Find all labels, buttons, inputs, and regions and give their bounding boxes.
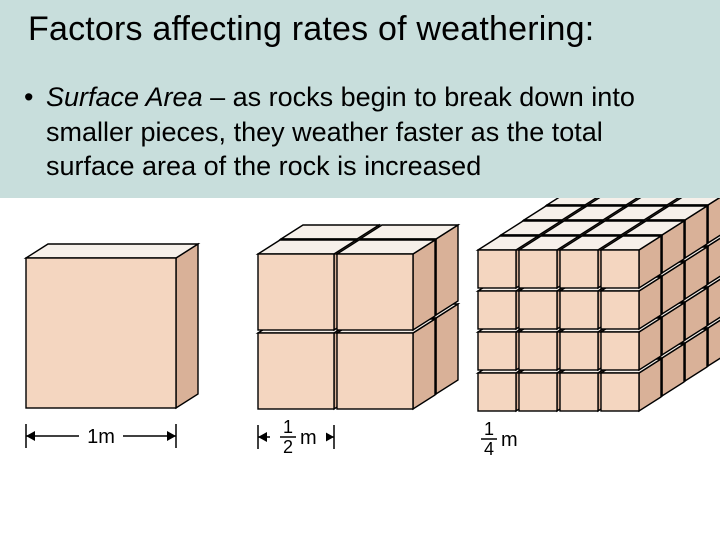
cube-diagram: 1m12 m14 m: [0, 198, 720, 540]
svg-text:1: 1: [283, 417, 293, 437]
svg-text:m: m: [501, 429, 518, 451]
svg-text:1: 1: [484, 419, 494, 439]
term-surface-area: Surface Area: [46, 82, 203, 112]
bullet-surface-area: • Surface Area – as rocks begin to break…: [24, 80, 684, 184]
page-title: Factors affecting rates of weathering:: [28, 10, 692, 49]
svg-text:2: 2: [283, 437, 293, 457]
cube-diagram-svg: 1m12 m14 m: [0, 198, 720, 540]
svg-text:4: 4: [484, 439, 494, 459]
bullet-dot: •: [24, 80, 46, 184]
body-text: • Surface Area – as rocks begin to break…: [24, 80, 684, 184]
svg-text:1m: 1m: [87, 426, 115, 448]
svg-text:m: m: [300, 427, 317, 449]
